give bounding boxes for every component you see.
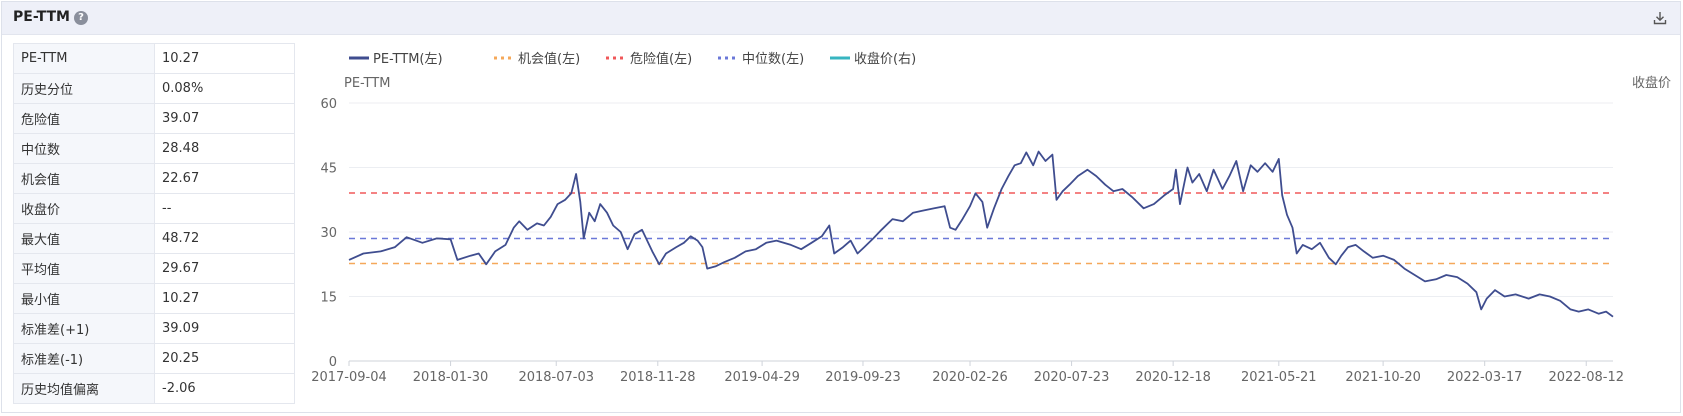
x-tick-label: 2017-09-04 xyxy=(311,370,387,385)
x-tick-label: 2018-07-03 xyxy=(518,370,594,385)
stats-row: 危险值 39.07 xyxy=(13,103,295,134)
stats-value: 10.27 xyxy=(154,43,295,74)
legend-item[interactable]: 收盘价(右) xyxy=(830,51,916,67)
stats-row: 最小值 10.27 xyxy=(13,283,295,314)
x-tick-label: 2020-02-26 xyxy=(932,370,1008,385)
legend-item[interactable]: 中位数(左) xyxy=(718,52,804,67)
legend-label: 中位数(左) xyxy=(742,52,804,67)
chart-grid xyxy=(349,102,1613,362)
y-axis-label-left: PE-TTM xyxy=(344,76,390,91)
legend-label: 收盘价(右) xyxy=(854,51,916,67)
x-tick-label: 2018-01-30 xyxy=(413,370,489,385)
y-tick-label: 0 xyxy=(329,355,337,370)
legend-item[interactable]: PE-TTM(左) xyxy=(349,52,443,67)
legend-item[interactable]: 机会值(左) xyxy=(494,51,580,67)
x-tick-label: 2018-11-28 xyxy=(620,370,696,385)
stats-label: 机会值 xyxy=(13,163,155,194)
reference-lines xyxy=(349,192,1613,265)
stats-row: 历史均值偏离 -2.06 xyxy=(13,373,295,404)
stats-label: 历史均值偏离 xyxy=(13,373,155,404)
x-tick-label: 2021-05-21 xyxy=(1241,370,1317,385)
stats-row: 标准差(+1) 39.09 xyxy=(13,313,295,344)
stats-label: 最小值 xyxy=(13,283,155,314)
stats-row: PE-TTM 10.27 xyxy=(13,43,295,74)
y-tick-label: 60 xyxy=(320,97,337,112)
x-tick-label: 2022-03-17 xyxy=(1447,370,1523,385)
stats-value: 48.72 xyxy=(154,223,295,254)
x-tick-label: 2022-08-12 xyxy=(1548,370,1624,385)
x-axis-ticks: 2017-09-04 2018-01-30 2018-07-03 2018-11-28… xyxy=(311,361,1624,385)
y-tick-label: 45 xyxy=(320,162,337,177)
y-axis-ticks: 0 15 30 45 60 xyxy=(320,97,337,370)
panel-title: PE-TTM xyxy=(13,9,70,25)
x-tick-label: 2019-04-29 xyxy=(724,370,800,385)
x-tick-label: 2020-12-18 xyxy=(1135,370,1211,385)
stats-label: 标准差(+1) xyxy=(13,313,155,344)
y-tick-label: 15 xyxy=(320,291,337,306)
stats-value: 29.67 xyxy=(154,253,295,284)
stats-value: 39.07 xyxy=(154,103,295,134)
stats-table: PE-TTM 10.27 历史分位 0.08% 危险值 39.07 中位数 28.48 机会值 2… xyxy=(13,43,295,404)
y-tick-label: 30 xyxy=(320,226,337,241)
question-circle-icon[interactable]: ? xyxy=(74,11,88,25)
y-axis-label-right: 收盘价 xyxy=(1632,75,1671,91)
stats-label: 中位数 xyxy=(13,133,155,164)
chart-legend[interactable]: PE-TTM(左) 机会值(左) 危险值(左) 中位数(左) 收盘价(右) xyxy=(349,51,916,67)
stats-value: 28.48 xyxy=(154,133,295,164)
stats-label: 收盘价 xyxy=(13,193,155,224)
x-tick-label: 2019-09-23 xyxy=(825,370,901,385)
legend-label: 机会值(左) xyxy=(518,51,580,67)
legend-label: PE-TTM(左) xyxy=(373,52,443,67)
stats-label: 最大值 xyxy=(13,223,155,254)
stats-value: -2.06 xyxy=(154,373,295,404)
legend-label: 危险值(左) xyxy=(630,51,692,67)
stats-label: 标准差(-1) xyxy=(13,343,155,374)
stats-label: PE-TTM xyxy=(13,43,155,74)
stats-value: 39.09 xyxy=(154,313,295,344)
stats-row: 收盘价 -- xyxy=(13,193,295,224)
stats-label: 危险值 xyxy=(13,103,155,134)
stats-row: 平均值 29.67 xyxy=(13,253,295,284)
x-tick-label: 2021-10-20 xyxy=(1345,370,1421,385)
stats-row: 标准差(-1) 20.25 xyxy=(13,343,295,374)
stats-value: 10.27 xyxy=(154,283,295,314)
download-icon[interactable] xyxy=(1652,10,1668,26)
stats-label: 历史分位 xyxy=(13,73,155,104)
panel-header: PE-TTM ? xyxy=(2,2,1680,35)
stats-row: 最大值 48.72 xyxy=(13,223,295,254)
series-lines xyxy=(348,150,1614,318)
stats-label: 平均值 xyxy=(13,253,155,284)
stats-row: 历史分位 0.08% xyxy=(13,73,295,104)
x-tick-label: 2020-07-23 xyxy=(1034,370,1110,385)
legend-item[interactable]: 危险值(左) xyxy=(606,51,692,67)
stats-row: 中位数 28.48 xyxy=(13,133,295,164)
series-line xyxy=(348,150,1614,318)
